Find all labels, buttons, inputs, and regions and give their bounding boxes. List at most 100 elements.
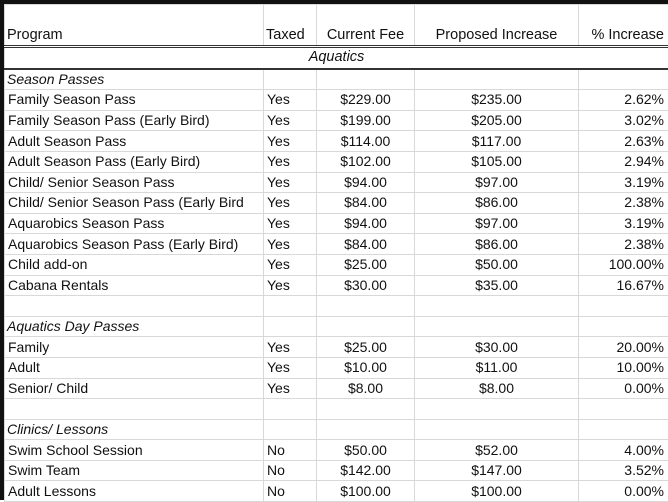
program-cell[interactable]: Family Season Pass (5, 90, 264, 111)
header-current-fee[interactable]: Current Fee (317, 5, 415, 47)
current-fee-cell[interactable]: $84.00 (317, 193, 415, 214)
empty-cell[interactable] (415, 399, 579, 420)
program-cell[interactable]: Child/ Senior Season Pass (5, 172, 264, 193)
taxed-cell[interactable]: Yes (264, 234, 317, 255)
empty-cell[interactable] (415, 316, 579, 337)
empty-cell[interactable] (264, 69, 317, 90)
taxed-cell[interactable]: Yes (264, 337, 317, 358)
empty-cell[interactable] (415, 419, 579, 440)
taxed-cell[interactable]: Yes (264, 275, 317, 296)
proposed-fee-cell[interactable]: $205.00 (415, 110, 579, 131)
empty-cell[interactable] (264, 316, 317, 337)
current-fee-cell[interactable]: $199.00 (317, 110, 415, 131)
current-fee-cell[interactable]: $100.00 (317, 481, 415, 502)
proposed-fee-cell[interactable]: $105.00 (415, 151, 579, 172)
proposed-fee-cell[interactable]: $35.00 (415, 275, 579, 296)
header-program[interactable]: Program (5, 5, 264, 47)
empty-cell[interactable] (579, 69, 668, 90)
percent-increase-cell[interactable]: 20.00% (579, 337, 668, 358)
taxed-cell[interactable]: Yes (264, 357, 317, 378)
empty-cell[interactable] (264, 296, 317, 317)
current-fee-cell[interactable]: $142.00 (317, 460, 415, 481)
percent-increase-cell[interactable]: 2.38% (579, 193, 668, 214)
percent-increase-cell[interactable]: 2.62% (579, 90, 668, 111)
empty-cell[interactable] (5, 399, 264, 420)
taxed-cell[interactable]: No (264, 460, 317, 481)
percent-increase-cell[interactable]: 3.02% (579, 110, 668, 131)
taxed-cell[interactable]: Yes (264, 151, 317, 172)
empty-cell[interactable] (317, 399, 415, 420)
empty-cell[interactable] (579, 296, 668, 317)
percent-increase-cell[interactable]: 10.00% (579, 357, 668, 378)
taxed-cell[interactable]: Yes (264, 131, 317, 152)
proposed-fee-cell[interactable]: $147.00 (415, 460, 579, 481)
header-taxed[interactable]: Taxed (264, 5, 317, 47)
empty-cell[interactable] (317, 296, 415, 317)
empty-cell[interactable] (264, 399, 317, 420)
proposed-fee-cell[interactable]: $52.00 (415, 440, 579, 461)
percent-increase-cell[interactable]: 16.67% (579, 275, 668, 296)
category-aquatics[interactable]: Aquatics (5, 47, 668, 69)
current-fee-cell[interactable]: $25.00 (317, 337, 415, 358)
current-fee-cell[interactable]: $94.00 (317, 172, 415, 193)
taxed-cell[interactable]: Yes (264, 254, 317, 275)
current-fee-cell[interactable]: $102.00 (317, 151, 415, 172)
section-title[interactable]: Season Passes (5, 69, 264, 90)
empty-cell[interactable] (579, 399, 668, 420)
proposed-fee-cell[interactable]: $30.00 (415, 337, 579, 358)
proposed-fee-cell[interactable]: $97.00 (415, 213, 579, 234)
program-cell[interactable]: Aquarobics Season Pass (Early Bird) (5, 234, 264, 255)
proposed-fee-cell[interactable]: $235.00 (415, 90, 579, 111)
section-title[interactable]: Clinics/ Lessons (5, 419, 264, 440)
program-cell[interactable]: Senior/ Child (5, 378, 264, 399)
current-fee-cell[interactable]: $229.00 (317, 90, 415, 111)
proposed-fee-cell[interactable]: $117.00 (415, 131, 579, 152)
program-cell[interactable]: Adult Season Pass (5, 131, 264, 152)
program-cell[interactable]: Adult Lessons (5, 481, 264, 502)
current-fee-cell[interactable]: $8.00 (317, 378, 415, 399)
proposed-fee-cell[interactable]: $50.00 (415, 254, 579, 275)
current-fee-cell[interactable]: $10.00 (317, 357, 415, 378)
proposed-fee-cell[interactable]: $100.00 (415, 481, 579, 502)
percent-increase-cell[interactable]: 2.94% (579, 151, 668, 172)
percent-increase-cell[interactable]: 4.00% (579, 440, 668, 461)
empty-cell[interactable] (317, 316, 415, 337)
percent-increase-cell[interactable]: 2.63% (579, 131, 668, 152)
percent-increase-cell[interactable]: 3.19% (579, 172, 668, 193)
program-cell[interactable]: Child add-on (5, 254, 264, 275)
proposed-fee-cell[interactable]: $8.00 (415, 378, 579, 399)
taxed-cell[interactable]: No (264, 440, 317, 461)
program-cell[interactable]: Aquarobics Season Pass (5, 213, 264, 234)
empty-cell[interactable] (579, 316, 668, 337)
empty-cell[interactable] (579, 419, 668, 440)
proposed-fee-cell[interactable]: $86.00 (415, 234, 579, 255)
proposed-fee-cell[interactable]: $11.00 (415, 357, 579, 378)
taxed-cell[interactable]: Yes (264, 172, 317, 193)
percent-increase-cell[interactable]: 2.38% (579, 234, 668, 255)
percent-increase-cell[interactable]: 3.19% (579, 213, 668, 234)
empty-cell[interactable] (317, 419, 415, 440)
percent-increase-cell[interactable]: 0.00% (579, 378, 668, 399)
taxed-cell[interactable]: Yes (264, 90, 317, 111)
program-cell[interactable]: Adult (5, 357, 264, 378)
program-cell[interactable]: Family Season Pass (Early Bird) (5, 110, 264, 131)
header-percent-increase[interactable]: % Increase (579, 5, 668, 47)
percent-increase-cell[interactable]: 3.52% (579, 460, 668, 481)
taxed-cell[interactable]: Yes (264, 378, 317, 399)
section-title[interactable]: Aquatics Day Passes (5, 316, 264, 337)
proposed-fee-cell[interactable]: $86.00 (415, 193, 579, 214)
current-fee-cell[interactable]: $94.00 (317, 213, 415, 234)
taxed-cell[interactable]: Yes (264, 110, 317, 131)
percent-increase-cell[interactable]: 0.00% (579, 481, 668, 502)
current-fee-cell[interactable]: $114.00 (317, 131, 415, 152)
empty-cell[interactable] (415, 69, 579, 90)
program-cell[interactable]: Family (5, 337, 264, 358)
current-fee-cell[interactable]: $50.00 (317, 440, 415, 461)
empty-cell[interactable] (415, 296, 579, 317)
proposed-fee-cell[interactable]: $97.00 (415, 172, 579, 193)
empty-cell[interactable] (264, 419, 317, 440)
program-cell[interactable]: Cabana Rentals (5, 275, 264, 296)
program-cell[interactable]: Adult Season Pass (Early Bird) (5, 151, 264, 172)
program-cell[interactable]: Swim School Session (5, 440, 264, 461)
program-cell[interactable]: Child/ Senior Season Pass (Early Bird (5, 193, 264, 214)
